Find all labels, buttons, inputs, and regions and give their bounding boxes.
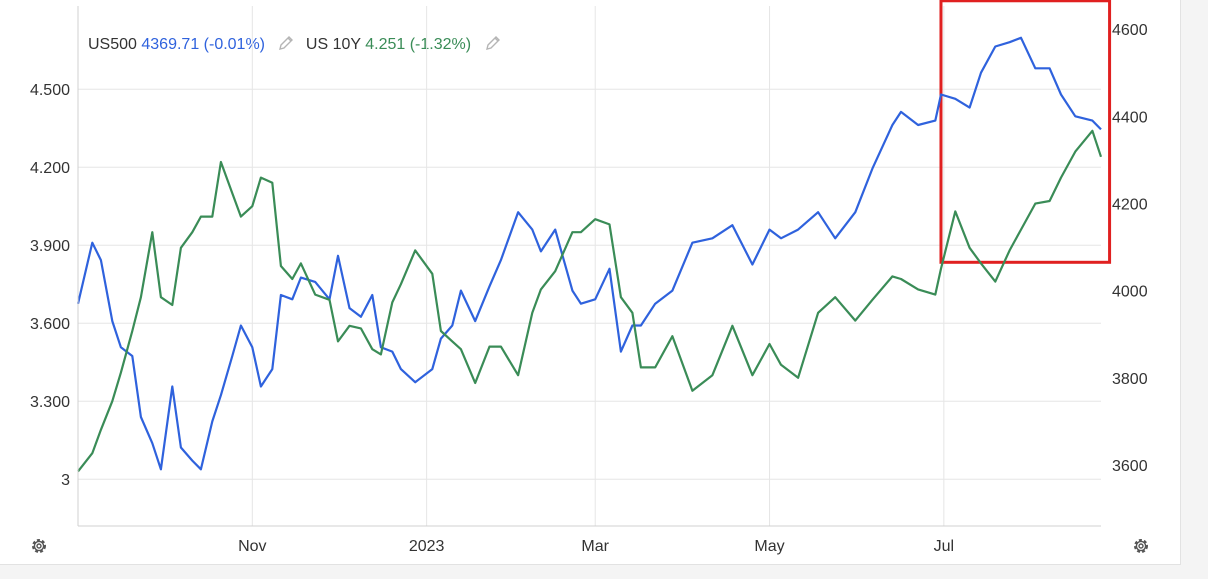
x-axis-tick-label: Mar	[581, 538, 609, 555]
series-lines	[76, 36, 1103, 473]
chart-panel	[0, 0, 1181, 565]
highlight-box	[939, 0, 1112, 264]
left-axis-tick-label: 3.900	[30, 238, 70, 255]
right-axis-tick-label: 4400	[1112, 109, 1148, 126]
x-axis-tick-label: 2023	[409, 538, 445, 555]
us10y-line	[77, 129, 1103, 473]
right-axis-tick-label: 4000	[1112, 284, 1148, 301]
grid-lines	[78, 6, 1101, 526]
right-axis-tick-label: 3600	[1112, 458, 1148, 475]
legend-us500-symbol[interactable]: US500	[88, 36, 137, 53]
left-axis-tick-label: 3.600	[30, 316, 70, 333]
left-axis-tick-label: 4.200	[30, 160, 70, 177]
right-axis-tick-label: 4200	[1112, 196, 1148, 213]
left-axis-tick-label: 3	[61, 472, 70, 489]
x-axis-tick-label: May	[754, 538, 784, 555]
us500-line	[76, 36, 1102, 471]
left-axis-tick-label: 3.300	[30, 394, 70, 411]
axes: 3 3.300 3.600 3.900 4.200 4.500 3600 3800 4000 42…	[30, 6, 1148, 555]
x-axis-tick-label: Nov	[238, 538, 266, 555]
chart-legend: US500 4369.71 (-0.01%) US 10Y 4.251 (-1.…	[88, 34, 508, 54]
legend-us10y-value: 4.251 (-1.32%)	[365, 36, 472, 53]
legend-us10y-symbol[interactable]: US 10Y	[305, 36, 361, 53]
right-axis-tick-label: 4600	[1112, 22, 1148, 39]
legend-us500-value: 4369.71 (-0.01%)	[141, 36, 266, 53]
pencil-icon[interactable]	[484, 34, 502, 52]
red-highlight-rectangle	[939, 0, 1112, 264]
x-axis-tick-label: Jul	[934, 538, 954, 555]
pencil-icon[interactable]	[277, 34, 295, 52]
right-axis-tick-label: 3800	[1112, 371, 1148, 388]
gear-icon[interactable]	[1131, 536, 1151, 556]
gear-icon[interactable]	[29, 536, 49, 556]
left-axis-tick-label: 4.500	[30, 82, 70, 99]
